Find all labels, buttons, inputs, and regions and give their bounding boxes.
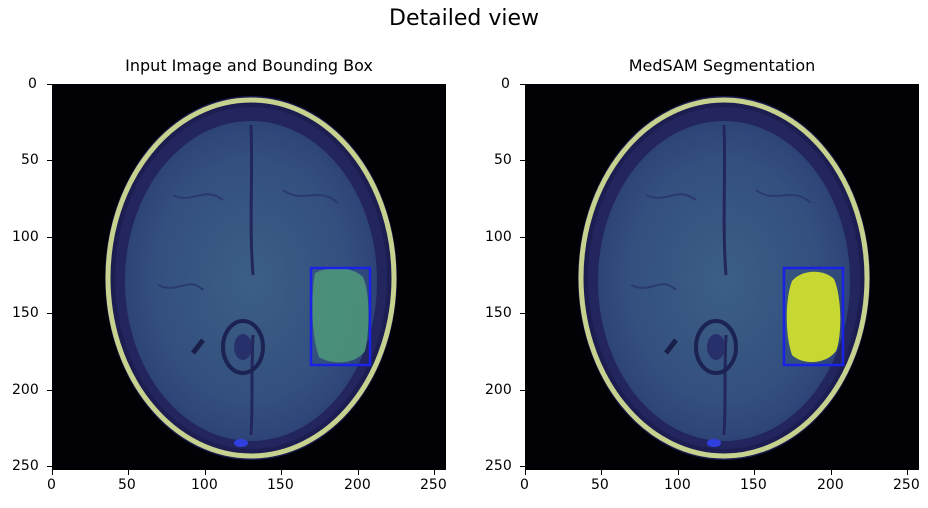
mri-image-input [52,84,446,470]
x-tick-label: 50 [118,477,136,493]
panel-title-segmentation: MedSAM Segmentation [628,56,816,75]
y-tick-label: 200 [12,382,39,398]
y-tick-label: 250 [485,458,512,474]
x-tick-label: 100 [664,477,691,493]
x-tick-label: 0 [47,477,56,493]
figure-suptitle: Detailed view [389,6,539,31]
y-tick-label: 100 [12,229,39,245]
y-tick-label: 150 [485,305,512,321]
x-tick-label: 0 [520,477,529,493]
x-tick-label: 200 [344,477,371,493]
panel-title-input: Input Image and Bounding Box [125,56,373,75]
x-tick-label: 150 [267,477,294,493]
bounding-box [309,266,372,367]
panel-input-image: Input Image and Bounding Box [12,56,447,492]
segmentation-mask [786,271,841,363]
y-tick-label: 200 [485,382,512,398]
y-tick-label: 50 [494,152,512,168]
x-tick-label: 50 [591,477,609,493]
y-tick-label: 150 [12,305,39,321]
x-tick-label: 200 [817,477,844,493]
x-tick-label: 100 [191,477,218,493]
y-tick-label: 50 [21,152,39,168]
y-tick-label: 0 [501,76,510,92]
y-tick-label: 0 [28,76,37,92]
x-tick-label: 250 [420,477,447,493]
y-tick-label: 100 [485,229,512,245]
bounding-box [782,266,845,367]
x-tick-label: 150 [740,477,767,493]
y-tick-label: 250 [12,458,39,474]
x-tick-label: 250 [893,477,920,493]
panel-medsam-segmentation: MedSAM Segmentation 0 50 100 150 200 [485,56,920,492]
mri-image-segmented [525,84,919,470]
